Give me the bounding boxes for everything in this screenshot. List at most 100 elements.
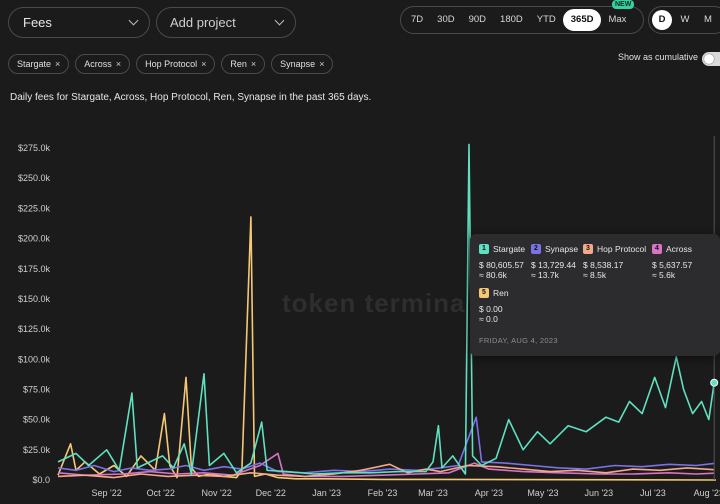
tooltip-value: $ 5,637.57 xyxy=(652,260,693,270)
tooltip-item-stargate: 1 Stargate $ 80,605.57 ≈ 80.6k xyxy=(479,244,525,280)
metric-select-label: Fees xyxy=(23,15,52,30)
tooltip-item-ren: 5 Ren $ 0.00 ≈ 0.0 xyxy=(479,288,509,324)
tooltip-item-hop-protocol: 3 Hop Protocol $ 8,538.17 ≈ 8.5k xyxy=(583,244,646,280)
series-line-hop-protocol xyxy=(57,463,715,479)
tooltip-approx: ≈ 0.0 xyxy=(479,314,498,324)
series-line-stargate xyxy=(57,143,715,475)
y-tick-label: $100.0k xyxy=(18,354,51,364)
watermark: token termina xyxy=(282,288,466,318)
tooltip-item-head: 1 Stargate xyxy=(479,244,525,254)
tooltip-value: $ 8,538.17 xyxy=(583,260,624,270)
chip-label: Synapse xyxy=(280,59,316,69)
project-chips: Stargate × Across × Hop Protocol × Ren × Synapse… xyxy=(8,54,339,74)
range-button-90d[interactable]: 90D xyxy=(468,14,487,25)
y-tick-label: $125.0k xyxy=(18,324,51,334)
metric-select[interactable]: Fees xyxy=(8,7,150,38)
time-range-selector: 7D 30D 90D 180D YTD 365D Max xyxy=(400,6,644,34)
x-tick-label: Nov '22 xyxy=(202,488,232,498)
tooltip-item-head: 4 Across xyxy=(652,244,692,254)
granularity-button-m[interactable]: M xyxy=(704,14,712,25)
y-tick-label: $225.0k xyxy=(18,203,51,213)
chevron-down-icon xyxy=(274,15,285,26)
x-tick-label: Jul '23 xyxy=(640,488,666,498)
granularity-button-w[interactable]: W xyxy=(680,14,690,25)
x-tick-label: Mar '23 xyxy=(418,488,448,498)
tooltip-series-name: Synapse xyxy=(545,244,579,254)
cumulative-toggle[interactable] xyxy=(702,52,720,66)
tooltip-item-head: 3 Hop Protocol xyxy=(583,244,646,254)
project-chip-hop-protocol[interactable]: Hop Protocol × xyxy=(136,54,216,74)
toggle-knob xyxy=(704,54,714,64)
tooltip-approx: ≈ 8.5k xyxy=(583,270,607,280)
x-tick-label: Jan '23 xyxy=(312,488,341,498)
x-tick-label: Dec '22 xyxy=(256,488,286,498)
tooltip-value: $ 0.00 xyxy=(479,304,503,314)
chevron-down-icon xyxy=(128,15,139,26)
close-icon[interactable]: × xyxy=(250,59,257,69)
tooltip-approx: ≈ 5.6k xyxy=(652,270,676,280)
project-chip-ren[interactable]: Ren × xyxy=(221,54,266,74)
tooltip-date: FRIDAY, AUG 4, 2023 xyxy=(479,336,558,345)
y-tick-label: $175.0k xyxy=(18,264,51,274)
series-number-badge: 2 xyxy=(531,244,541,254)
tooltip-series-name: Hop Protocol xyxy=(597,244,647,254)
range-button-7d[interactable]: 7D xyxy=(411,14,424,25)
series-line-synapse xyxy=(57,416,715,474)
series-number-badge: 4 xyxy=(652,244,662,254)
range-button-max[interactable]: Max xyxy=(608,14,627,25)
close-icon[interactable]: × xyxy=(201,59,207,69)
chip-label: Ren xyxy=(230,59,247,69)
series-number-badge: 3 xyxy=(583,244,593,254)
range-button-ytd[interactable]: YTD xyxy=(536,14,556,25)
chart-tooltip: 1 Stargate $ 80,605.57 ≈ 80.6k 2 Synapse $ 13,… xyxy=(470,234,720,356)
y-tick-label: $275.0k xyxy=(18,143,51,153)
add-project-label: Add project xyxy=(170,15,236,30)
tooltip-series-name: Stargate xyxy=(493,244,526,254)
tooltip-approx: ≈ 13.7k xyxy=(531,270,559,280)
tooltip-value: $ 80,605.57 xyxy=(479,260,524,270)
tooltip-series-name: Across xyxy=(666,244,692,254)
series-number-badge: 1 xyxy=(479,244,489,254)
project-chip-stargate[interactable]: Stargate × xyxy=(8,54,70,74)
y-tick-label: $200.0k xyxy=(18,234,51,244)
x-tick-label: May '23 xyxy=(527,488,558,498)
tooltip-item-head: 5 Ren xyxy=(479,288,509,298)
y-tick-label: $250.0k xyxy=(18,173,51,183)
y-tick-label: $150.0k xyxy=(18,294,51,304)
tooltip-approx: ≈ 80.6k xyxy=(479,270,507,280)
hover-point xyxy=(710,378,719,387)
x-tick-label: Feb '23 xyxy=(368,488,398,498)
project-chip-synapse[interactable]: Synapse × xyxy=(271,54,334,74)
chip-label: Hop Protocol xyxy=(145,59,198,69)
project-chip-across[interactable]: Across × xyxy=(75,54,131,74)
series-number-badge: 5 xyxy=(479,288,489,298)
tooltip-item-across: 4 Across $ 5,637.57 ≈ 5.6k xyxy=(652,244,692,280)
new-badge: NEW xyxy=(612,0,635,9)
x-tick-label: Oct '22 xyxy=(147,488,175,498)
range-button-180d[interactable]: 180D xyxy=(500,14,523,25)
chip-label: Stargate xyxy=(17,59,52,69)
range-button-365d[interactable]: 365D xyxy=(562,9,602,31)
tooltip-value: $ 13,729.44 xyxy=(531,260,576,270)
series-line-across xyxy=(57,452,715,478)
x-tick-label: Aug '23 xyxy=(694,488,720,498)
chip-label: Across xyxy=(84,59,112,69)
x-tick-label: Sep '22 xyxy=(92,488,122,498)
y-tick-label: $50.0k xyxy=(23,415,51,425)
range-button-30d[interactable]: 30D xyxy=(437,14,455,25)
add-project-select[interactable]: Add project xyxy=(156,7,296,38)
granularity-button-d[interactable]: D xyxy=(652,10,672,30)
tooltip-item-head: 2 Synapse xyxy=(531,244,578,254)
close-icon[interactable]: × xyxy=(55,59,61,69)
y-tick-label: $75.0k xyxy=(23,384,51,394)
cumulative-label: Show as cumulative xyxy=(618,52,699,62)
chart-subtitle: Daily fees for Stargate, Across, Hop Pro… xyxy=(10,92,372,103)
close-icon[interactable]: × xyxy=(115,59,122,69)
x-tick-label: Apr '23 xyxy=(475,488,503,498)
tooltip-series-name: Ren xyxy=(493,288,509,298)
x-tick-label: Jun '23 xyxy=(584,488,613,498)
tooltip-item-synapse: 2 Synapse $ 13,729.44 ≈ 13.7k xyxy=(531,244,578,280)
close-icon[interactable]: × xyxy=(319,59,325,69)
y-tick-label: $0.0 xyxy=(32,475,50,485)
